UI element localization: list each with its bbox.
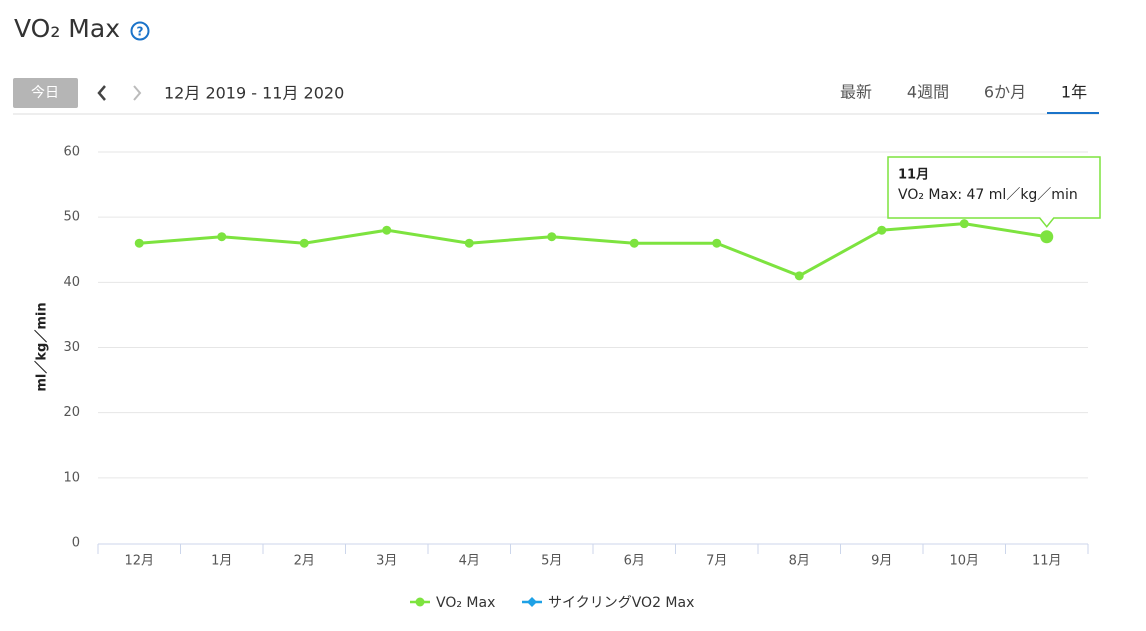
- tooltip-text: VO₂ Max: 47 ml／kg／min: [898, 187, 1078, 203]
- next-arrow[interactable]: [133, 85, 142, 101]
- data-point[interactable]: [464, 238, 474, 248]
- y-tick-label: 10: [63, 470, 80, 485]
- range-tab[interactable]: 1年: [1061, 83, 1087, 102]
- x-tick-label: 3月: [376, 554, 397, 569]
- x-tick-label: 8月: [789, 554, 810, 569]
- help-icon-text[interactable]: ?: [137, 25, 144, 39]
- today-button[interactable]: [13, 78, 78, 108]
- x-tick-label: 6月: [624, 554, 645, 569]
- x-tick-label: 10月: [949, 554, 979, 569]
- data-point[interactable]: [712, 238, 722, 248]
- range-tab[interactable]: 最新: [840, 83, 872, 102]
- data-point[interactable]: [217, 232, 227, 242]
- data-point[interactable]: [134, 238, 144, 248]
- y-tick-label: 0: [72, 536, 80, 551]
- legend-label[interactable]: サイクリングVO2 Max: [548, 595, 694, 611]
- y-axis-label: ml／kg／min: [34, 302, 50, 391]
- page-title: VO₂ Max: [14, 14, 120, 43]
- series-line: [139, 222, 1047, 278]
- y-tick-label: 40: [63, 275, 80, 290]
- tooltip-box: [887, 156, 1101, 228]
- date-range: 12月 2019 - 11月 2020: [164, 84, 344, 103]
- x-tick-label: 5月: [541, 554, 562, 569]
- x-tick-label: 12月: [124, 554, 154, 569]
- tooltip-title: 11月: [898, 168, 929, 183]
- data-point[interactable]: [547, 232, 557, 242]
- legend-marker: [527, 597, 537, 607]
- prev-arrow[interactable]: [97, 85, 106, 101]
- x-tick-label: 9月: [871, 554, 892, 569]
- y-tick-label: 20: [63, 405, 80, 420]
- data-point[interactable]: [959, 219, 969, 229]
- data-point[interactable]: [382, 225, 392, 235]
- help-icon[interactable]: [130, 21, 150, 41]
- x-tick-label: 7月: [706, 554, 727, 569]
- data-point[interactable]: [1040, 230, 1054, 244]
- range-tab[interactable]: 4週間: [907, 83, 949, 102]
- data-point[interactable]: [299, 238, 309, 248]
- legend-marker: [415, 597, 425, 607]
- x-tick-label: 11月: [1032, 554, 1062, 569]
- data-point[interactable]: [794, 271, 804, 281]
- y-tick-label: 30: [63, 340, 80, 355]
- legend-label[interactable]: VO₂ Max: [436, 595, 495, 611]
- data-point[interactable]: [877, 225, 887, 235]
- y-tick-label: 60: [63, 145, 80, 160]
- today-label[interactable]: 今日: [31, 85, 59, 101]
- data-point[interactable]: [629, 238, 639, 248]
- x-tick-label: 4月: [459, 554, 480, 569]
- range-tab[interactable]: 6か月: [984, 83, 1026, 102]
- y-tick-label: 50: [63, 210, 80, 225]
- x-tick-label: 2月: [294, 554, 315, 569]
- x-tick-label: 1月: [211, 554, 232, 569]
